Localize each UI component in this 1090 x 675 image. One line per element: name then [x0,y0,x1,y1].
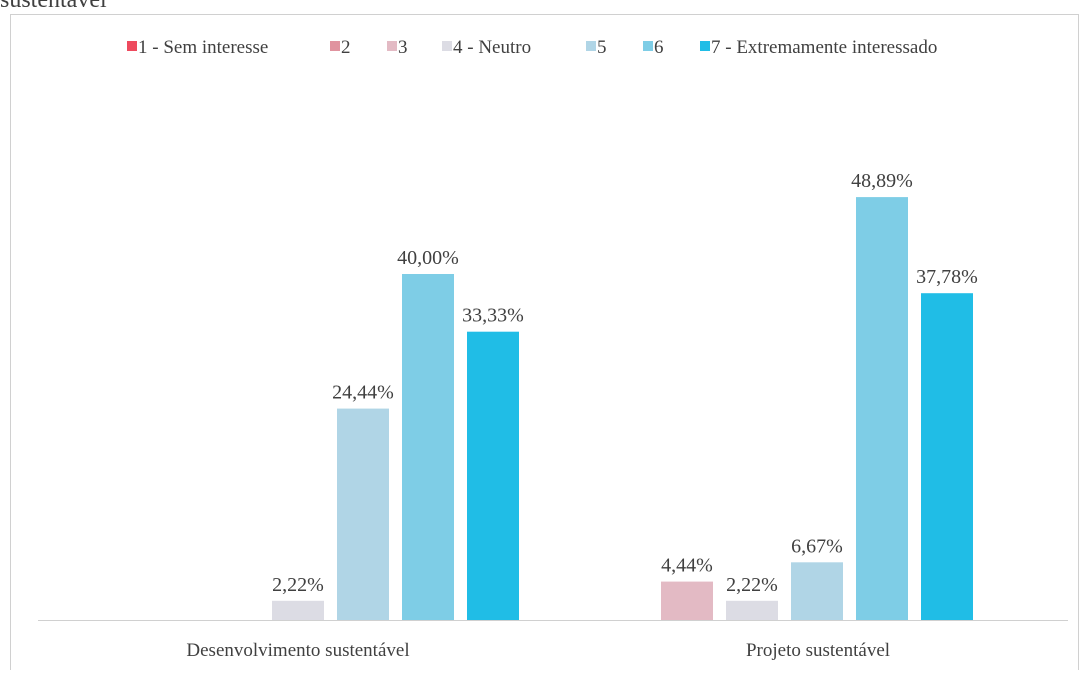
bar [402,274,454,620]
legend-swatch [387,41,397,51]
legend-label: 5 [597,37,607,58]
data-label: 4,44% [661,555,713,577]
data-label: 33,33% [462,305,524,327]
data-label: 37,78% [916,266,978,288]
bar [791,562,843,620]
data-label: 6,67% [791,535,843,557]
data-label: 40,00% [397,247,459,269]
x-tick-label: Desenvolvimento sustentável [186,640,409,661]
bar [661,581,713,620]
chart-title: sustentável [0,0,107,13]
legend-swatch [586,41,596,51]
legend-label: 3 [398,37,408,58]
data-label: 48,89% [851,170,913,192]
legend-label: 4 - Neutro [453,37,531,58]
legend-swatch [442,41,452,51]
chart-frame [10,14,1079,675]
bar [467,331,519,620]
legend-label: 6 [654,37,664,58]
bar [921,293,973,620]
legend-label: 7 - Extremamente interessado [711,37,937,58]
x-tick-label: Projeto sustentável [746,640,890,661]
bar [337,408,389,620]
legend-label: 2 [341,37,351,58]
bar [272,600,324,620]
data-label: 2,22% [726,574,778,596]
legend-swatch [643,41,653,51]
legend-swatch [330,41,340,51]
bar [726,600,778,620]
data-label: 2,22% [272,574,324,596]
bar [856,197,908,620]
legend-label: 1 - Sem interesse [138,37,268,58]
legend-swatch [700,41,710,51]
data-label: 24,44% [332,382,394,404]
legend-swatch [127,41,137,51]
